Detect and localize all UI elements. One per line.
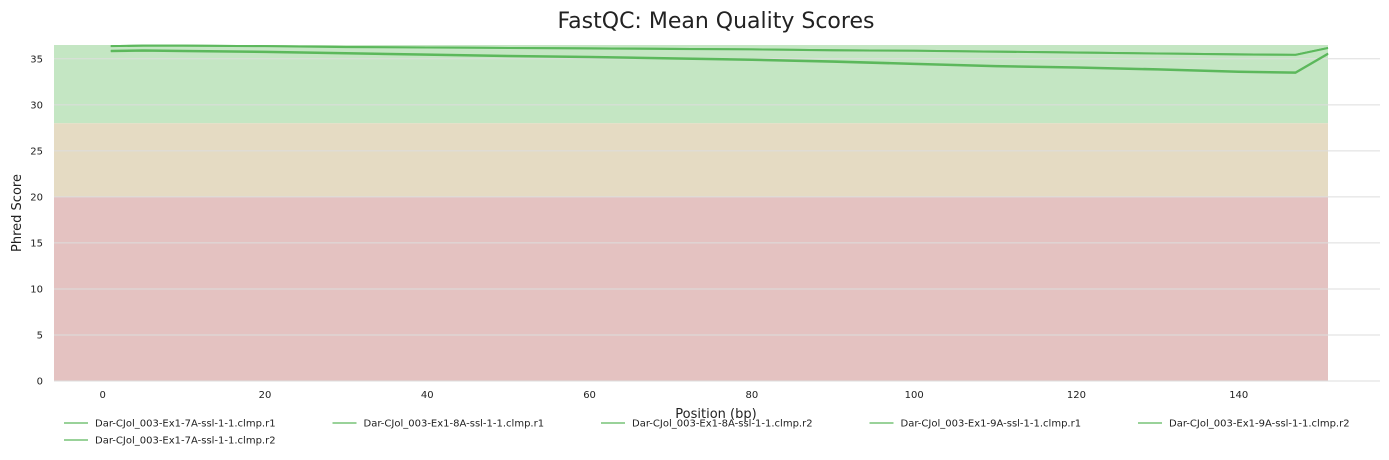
y-tick-label: 10 [30,284,43,295]
y-tick-label: 35 [30,54,43,65]
y-tick-label: 15 [30,238,43,249]
series-line-4[interactable] [110,44,1329,56]
y-tick-label: 25 [30,146,43,157]
quality-band-0 [54,45,1328,124]
legend-label: Dar-CJol_003-Ex1-9A-ssl-1-1.clmp.r2 [1169,419,1350,430]
legend-item[interactable]: Dar-CJol_003-Ex1-7A-ssl-1-1.clmp.r2 [64,436,276,447]
quality-band-1 [54,123,1328,197]
legend-item[interactable]: Dar-CJol_003-Ex1-8A-ssl-1-1.clmp.r1 [332,419,545,430]
legend-label: Dar-CJol_003-Ex1-9A-ssl-1-1.clmp.r1 [901,419,1082,430]
legend-item[interactable]: Dar-CJol_003-Ex1-9A-ssl-1-1.clmp.r2 [1138,419,1350,430]
series-line-6[interactable] [110,50,1329,74]
chart-title: FastQC: Mean Quality Scores [558,9,875,34]
legend-label: Dar-CJol_003-Ex1-7A-ssl-1-1.clmp.r1 [95,419,276,430]
x-tick-label: 100 [905,390,924,401]
y-tick-label: 20 [30,192,43,203]
x-axis-label: Position (bp) [675,407,756,422]
y-tick-label: 30 [30,100,43,111]
y-axis-label: Phred Score [10,174,25,252]
x-tick-label: 60 [583,390,596,401]
legend-item[interactable]: Dar-CJol_003-Ex1-7A-ssl-1-1.clmp.r1 [64,419,276,430]
legend: Dar-CJol_003-Ex1-7A-ssl-1-1.clmp.r1 Dar-C… [64,419,1350,447]
x-tick-label: 80 [745,390,758,401]
legend-item[interactable]: Dar-CJol_003-Ex1-9A-ssl-1-1.clmp.r1 [869,419,1082,430]
x-tick-label: 140 [1229,390,1248,401]
legend-label: Dar-CJol_003-Ex1-8A-ssl-1-1.clmp.r2 [632,419,813,430]
legend-item[interactable]: Dar-CJol_003-Ex1-8A-ssl-1-1.clmp.r2 [601,419,813,430]
legend-label: Dar-CJol_003-Ex1-7A-ssl-1-1.clmp.r2 [95,436,276,447]
x-tick-label: 40 [421,390,434,401]
x-tick-label: 20 [259,390,272,401]
x-tick-label: 120 [1067,390,1086,401]
x-tick-label: 0 [100,390,106,401]
y-tick-label: 5 [37,330,43,341]
legend-label: Dar-CJol_003-Ex1-8A-ssl-1-1.clmp.r1 [364,419,545,430]
y-tick-label: 0 [37,377,43,388]
